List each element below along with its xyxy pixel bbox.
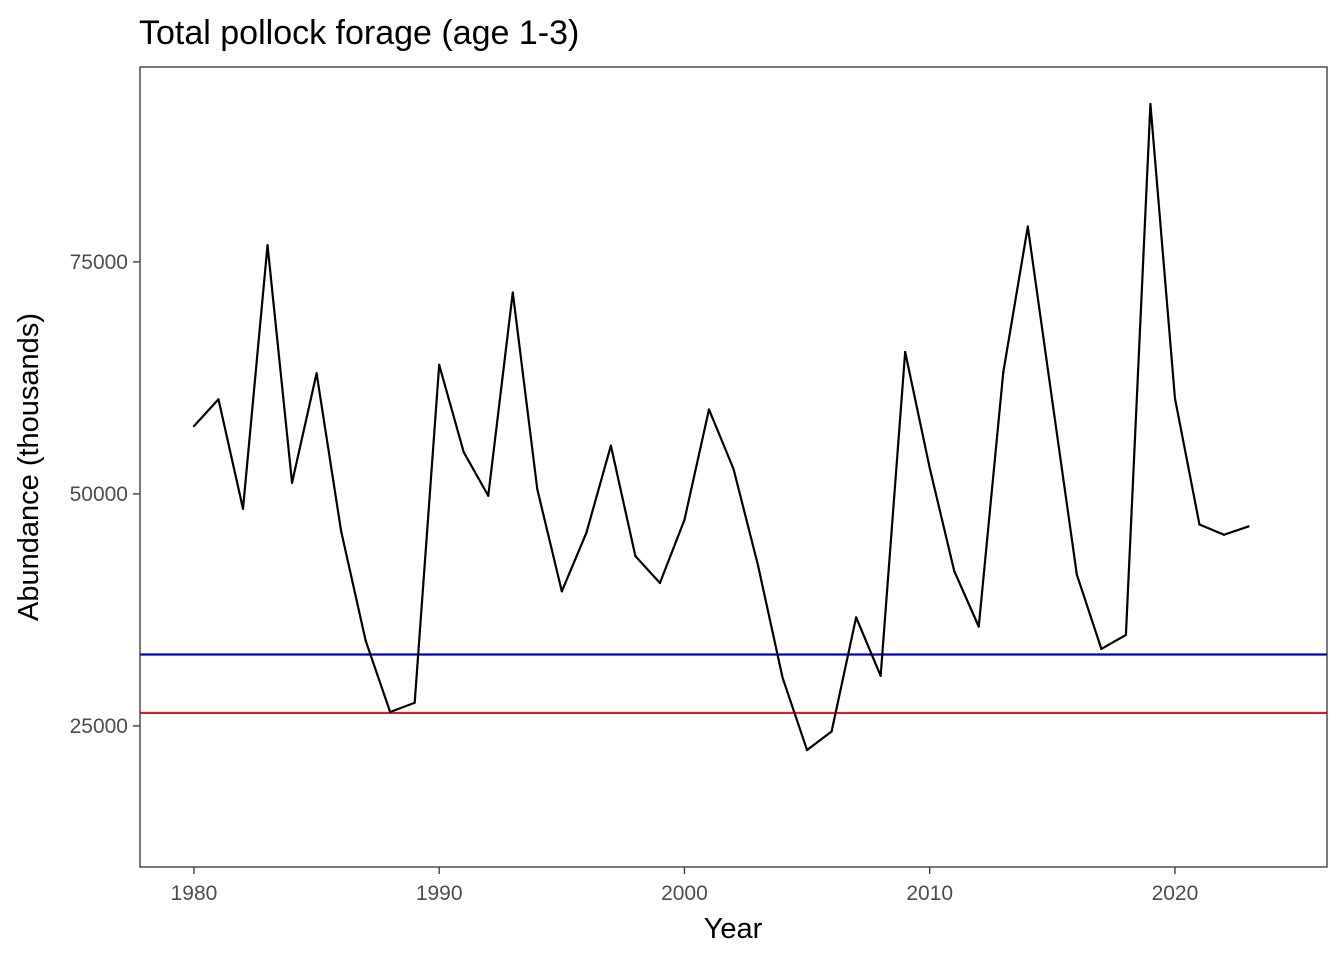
- data-point-1990: [438, 363, 441, 367]
- data-point-2006: [830, 730, 833, 733]
- data-point-2013: [1002, 371, 1005, 374]
- y-tick-label-50000: 50000: [70, 483, 128, 506]
- chart-title: Total pollock forage (age 1-3): [139, 14, 579, 52]
- data-point-2018: [1124, 633, 1127, 637]
- data-point-1982: [241, 507, 245, 510]
- data-point-1986: [340, 529, 343, 533]
- plot-border: [139, 66, 1328, 868]
- data-point-1995: [560, 590, 563, 593]
- data-point-2019: [1149, 103, 1152, 106]
- data-point-2007: [855, 616, 858, 619]
- data-point-1992: [487, 494, 490, 497]
- y-tick-label-25000: 25000: [70, 715, 128, 738]
- data-point-1998: [634, 554, 637, 558]
- data-point-1991: [462, 451, 465, 454]
- data-point-2005: [805, 748, 809, 752]
- x-tick-label-2020: 2020: [1152, 882, 1199, 905]
- data-point-1983: [266, 244, 269, 247]
- data-point-2009: [904, 350, 907, 354]
- data-point-1999: [658, 581, 662, 585]
- data-point-1987: [364, 639, 367, 642]
- x-tick-label-1980: 1980: [171, 882, 218, 905]
- series-line-1: [193, 103, 1249, 752]
- data-point-1997: [609, 444, 612, 447]
- plot-area: 1980 1990 2000 2010 2020 25000 50000 75000: [70, 66, 1328, 905]
- y-tick-label-75000: 75000: [70, 251, 128, 274]
- data-point-2022: [1222, 533, 1226, 536]
- x-tick-label-2000: 2000: [661, 882, 708, 905]
- data-point-2001: [707, 408, 711, 411]
- x-axis-title: Year: [704, 913, 763, 945]
- data-point-2008: [879, 674, 882, 677]
- data-point-2016: [1075, 573, 1078, 576]
- data-point-2014: [1026, 225, 1029, 228]
- data-point-1988: [389, 710, 392, 714]
- data-point-1993: [511, 291, 514, 294]
- data-point-1989: [413, 701, 416, 704]
- data-point-2002: [732, 467, 735, 470]
- data-point-2004: [781, 676, 784, 679]
- y-axis-title: Abundance (thousands): [13, 313, 45, 621]
- data-point-2011: [953, 569, 956, 573]
- data-point-2023: [1247, 525, 1250, 528]
- data-point-2012: [977, 625, 980, 628]
- data-point-1981: [217, 398, 220, 401]
- data-point-1996: [585, 531, 588, 534]
- x-tick-label-2010: 2010: [906, 882, 953, 905]
- data-point-2021: [1198, 523, 1201, 526]
- data-point-2010: [928, 466, 931, 470]
- data-point-2017: [1100, 647, 1103, 651]
- data-point-2015: [1051, 400, 1054, 403]
- data-point-1985: [315, 372, 318, 375]
- data-point-1994: [536, 488, 539, 491]
- data-point-2003: [756, 564, 760, 567]
- data-point-2000: [683, 518, 686, 522]
- data-point-1984: [290, 481, 294, 484]
- x-tick-label-1990: 1990: [416, 882, 463, 905]
- data-point-2020: [1173, 397, 1177, 400]
- data-point-1980: [192, 425, 196, 428]
